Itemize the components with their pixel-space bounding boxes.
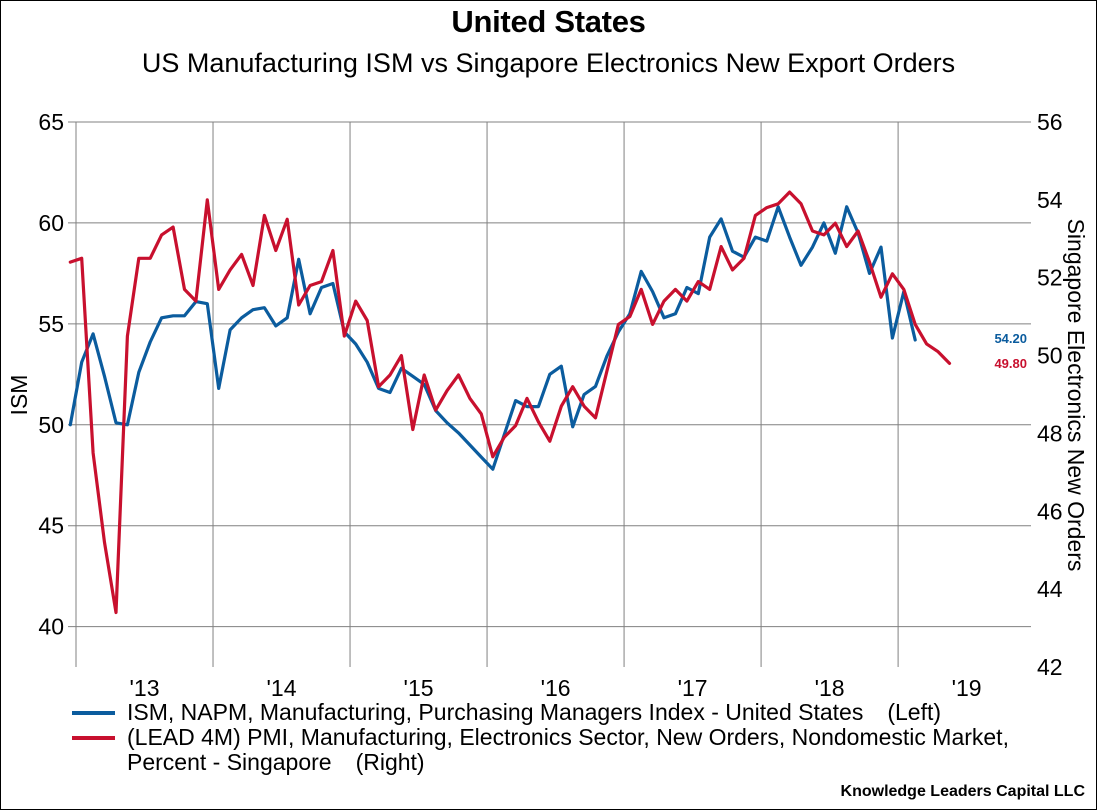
y-tick-label-right: 42 — [1037, 654, 1063, 680]
x-axis-ticks: '13 '14 '15 '16 '17 '18 '19 — [130, 675, 982, 701]
end-value-labels: 54.20 49.80 — [994, 331, 1027, 371]
y-tick-label-right: 56 — [1037, 109, 1063, 135]
legend-swatch-singapore — [72, 736, 115, 740]
x-tick-label: '14 — [267, 675, 297, 701]
x-tick-label: '18 — [815, 675, 845, 701]
legend-item-ism: ISM, NAPM, Manufacturing, Purchasing Man… — [72, 700, 1072, 725]
series-line-singapore — [68, 190, 952, 615]
x-tick-label: '15 — [404, 675, 434, 701]
x-tick-label: '19 — [952, 675, 982, 701]
y-tick-label-right: 52 — [1037, 265, 1063, 291]
y-tick-label-left: 60 — [38, 210, 64, 236]
y-tick-label-left: 50 — [38, 412, 64, 438]
chart-subtitle: US Manufacturing ISM vs Singapore Electr… — [141, 48, 956, 78]
legend-axis-tag-singapore: (Right) — [355, 749, 425, 775]
source-credit: Knowledge Leaders Capital LLC — [840, 783, 1085, 800]
legend-axis-tag-ism: (Left) — [887, 699, 942, 725]
y-tick-label-right: 44 — [1037, 576, 1063, 602]
y-tick-label-right: 50 — [1037, 343, 1063, 369]
legend-label-singapore: (LEAD 4M) PMI, Manufacturing, Electronic… — [127, 724, 1009, 775]
legend: ISM, NAPM, Manufacturing, Purchasing Man… — [72, 700, 1072, 775]
end-value-label-ism: 54.20 — [994, 331, 1027, 346]
y-tick-label-right: 48 — [1037, 420, 1063, 446]
y-tick-label-right: 54 — [1037, 187, 1063, 213]
y-tick-label-left: 40 — [38, 614, 64, 640]
y-tick-label-left: 45 — [38, 513, 64, 539]
legend-label-ism: ISM, NAPM, Manufacturing, Purchasing Man… — [127, 699, 864, 725]
chart-title: United States — [451, 4, 646, 39]
y-axis-label-right: Singapore Electronics New Orders — [1063, 219, 1089, 572]
right-axis-ticks: 42 44 46 48 50 52 54 56 — [1037, 109, 1063, 680]
y-tick-label-left: 65 — [38, 109, 64, 135]
end-value-label-singapore: 49.80 — [994, 356, 1027, 371]
legend-item-singapore: (LEAD 4M) PMI, Manufacturing, Electronic… — [72, 725, 1072, 775]
y-axis-label-left: ISM — [6, 375, 32, 416]
gridlines — [68, 121, 1031, 667]
legend-swatch-ism — [72, 711, 115, 715]
left-axis-ticks: 40 45 50 55 60 65 — [38, 109, 64, 640]
x-tick-label: '16 — [541, 675, 571, 701]
series-line-ism — [68, 205, 917, 471]
y-tick-label-left: 55 — [38, 311, 64, 337]
x-tick-label: '13 — [130, 675, 160, 701]
y-tick-label-right: 46 — [1037, 498, 1063, 524]
series-lines — [68, 190, 952, 615]
x-tick-label: '17 — [678, 675, 708, 701]
